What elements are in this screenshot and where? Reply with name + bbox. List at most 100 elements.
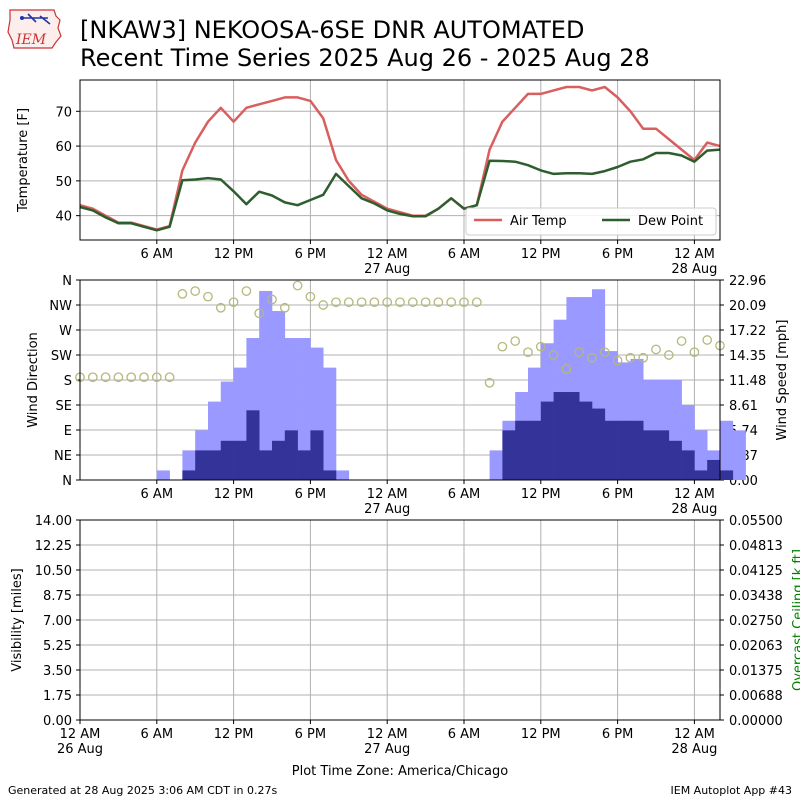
wind-dir-tick-label: N xyxy=(62,274,72,289)
wind-speed-bar xyxy=(592,408,606,480)
wind-direction-point xyxy=(561,364,572,374)
wind-speed-tick-label: 11.48 xyxy=(729,374,766,389)
wind-gust-bar xyxy=(694,430,708,480)
vis-ylabel: Visibility [miles] xyxy=(10,568,25,671)
wind-direction-point xyxy=(471,297,482,308)
temp-ytick-label: 40 xyxy=(55,210,72,225)
wind-direction-point xyxy=(497,341,508,352)
wind-dir-tick-label: NW xyxy=(49,299,72,314)
wind-direction-point xyxy=(318,300,329,310)
wind-direction-point xyxy=(587,352,597,363)
wind-direction-point xyxy=(87,372,98,383)
ceiling-tick-label: 0.02063 xyxy=(729,639,783,654)
page-title: [NKAW3] NEKOOSA-6SE DNR AUTOMATED xyxy=(80,16,585,44)
wind-speed-bar xyxy=(284,430,298,480)
wind-direction-point xyxy=(164,372,175,383)
wind-speed-bar xyxy=(323,470,337,480)
vis-ytick-label: 12.25 xyxy=(35,539,72,554)
wind-direction-point xyxy=(651,344,661,355)
wind-speed-tick-label: 20.09 xyxy=(729,299,766,314)
wind-gust-bar xyxy=(323,367,337,480)
wind-direction-point xyxy=(190,286,201,296)
wind-direction-point xyxy=(139,372,149,383)
wind-direction-point xyxy=(484,377,495,388)
legend-air-temp-label: Air Temp xyxy=(510,214,567,229)
wind-speed-bar xyxy=(643,430,657,480)
wind-direction-point xyxy=(279,302,290,313)
wind-direction-point xyxy=(446,297,457,308)
wind-speed-tick-label: 17.22 xyxy=(729,324,766,339)
wind-speed-bar xyxy=(566,392,580,480)
vis-ytick-label: 5.25 xyxy=(43,639,72,654)
temp-legend xyxy=(465,207,717,236)
temp-frame xyxy=(79,79,721,241)
wind-direction-point xyxy=(574,347,585,358)
wind-direction-point xyxy=(305,291,316,302)
wind-dir-ylabel: Wind Direction xyxy=(26,332,41,428)
wind-direction-point xyxy=(100,372,111,383)
wind-speed-bar xyxy=(630,420,644,480)
wind-direction-point xyxy=(612,355,623,366)
wind-direction-point xyxy=(548,350,559,360)
wind-speed-tick-label: 14.35 xyxy=(729,349,766,364)
ceiling-tick-label: 0.01375 xyxy=(729,664,783,679)
wind-direction-point xyxy=(523,347,533,358)
wind-xtick-label: 12 AM 27 Aug xyxy=(364,487,410,517)
temp-ytick-label: 70 xyxy=(55,105,72,120)
vis-ytick-label: 3.50 xyxy=(43,664,72,679)
wind-speed-bar xyxy=(208,450,222,480)
vis-ytick-label: 7.00 xyxy=(43,614,72,629)
vis-xtick-label: 12 PM xyxy=(521,727,561,742)
wind-direction-point xyxy=(126,372,137,383)
wind-direction-point xyxy=(228,297,239,308)
wind-dir-tick-label: N xyxy=(62,474,72,489)
temp-xtick-label: 6 PM xyxy=(295,247,326,262)
wind-xtick-label: 6 AM xyxy=(448,487,481,502)
vis-xtick-label: 6 AM xyxy=(141,727,174,742)
wind-xtick-label: 6 AM xyxy=(141,487,174,502)
vis-xtick-label: 6 PM xyxy=(602,727,633,742)
temp-xtick-label: 6 AM xyxy=(448,247,481,262)
wind-speed-bar xyxy=(579,401,593,480)
wind-direction-point xyxy=(676,336,687,346)
iem-logo: IEM xyxy=(7,9,62,49)
wind-direction-point xyxy=(356,297,367,308)
wind-gust-bar xyxy=(720,420,734,480)
wind-direction-point xyxy=(433,297,444,308)
wind-speed-bar xyxy=(553,392,567,480)
wind-gust-bar xyxy=(336,470,350,480)
wind-direction-point xyxy=(459,297,469,308)
wind-direction-point xyxy=(113,372,124,383)
wind-speed-ylabel: Wind Speed [mph] xyxy=(775,320,790,441)
logo-text: IEM xyxy=(15,32,47,48)
wind-direction-point xyxy=(510,336,521,346)
vis-xtick-label: 12 AM 27 Aug xyxy=(364,727,410,757)
wind-speed-bar xyxy=(617,420,631,480)
wind-direction-point xyxy=(689,347,700,358)
wind-direction-point xyxy=(151,372,162,383)
wind-direction-point xyxy=(343,297,354,308)
wind-dir-tick-label: NE xyxy=(54,449,72,464)
dew-point-line xyxy=(79,148,721,232)
wind-speed-bar xyxy=(233,440,247,480)
temp-xtick-label: 12 AM 28 Aug xyxy=(671,247,717,277)
wind-speed-tick-label: 22.96 xyxy=(729,274,766,289)
temp-xtick-label: 6 AM xyxy=(141,247,174,262)
ceiling-tick-label: 0.04813 xyxy=(729,539,783,554)
temp-ytick-label: 50 xyxy=(55,175,72,190)
wind-gust-bar xyxy=(732,430,746,480)
wind-speed-bar xyxy=(195,450,209,480)
wind-direction-point xyxy=(292,280,303,291)
wind-frame xyxy=(79,279,721,481)
wind-speed-bar xyxy=(259,450,273,480)
wind-speed-bar xyxy=(681,450,695,480)
wind-direction-point xyxy=(702,335,713,345)
temp-xtick-label: 6 PM xyxy=(602,247,633,262)
vis-ytick-label: 0.00 xyxy=(43,714,72,729)
wind-speed-bar xyxy=(297,450,311,480)
wind-speed-bar xyxy=(707,459,721,480)
vis-frame xyxy=(79,519,721,721)
wind-xtick-label: 12 PM xyxy=(214,487,254,502)
wind-xtick-label: 6 PM xyxy=(295,487,326,502)
